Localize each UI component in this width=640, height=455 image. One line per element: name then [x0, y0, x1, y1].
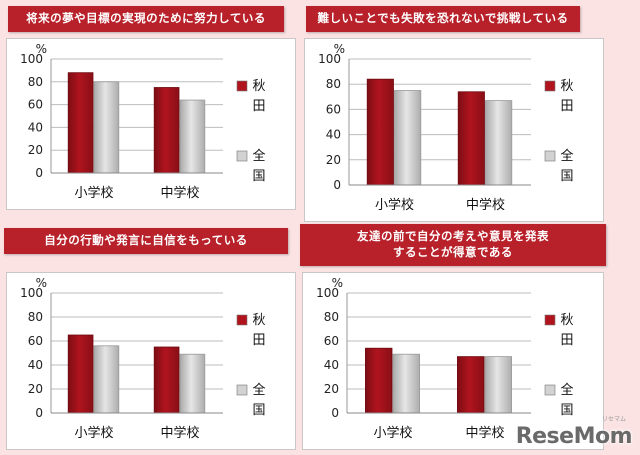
bar-national — [179, 353, 206, 414]
bar-akita — [457, 91, 485, 186]
legend-label-national: 全国 — [252, 382, 265, 418]
bar-national — [485, 100, 513, 186]
chart-title-2-text: 難しいことでも失敗を恐れないで挑戦している — [317, 11, 569, 26]
y-unit-label: % — [332, 276, 343, 290]
y-tick-label: 40 — [324, 358, 339, 372]
logo-subtext: リセマム — [601, 416, 626, 423]
legend-label-national: 全国 — [560, 148, 573, 184]
chart-panel-2: % 0 20 40 60 80 100 小学校 中学校 秋田全国 — [304, 38, 604, 222]
category-label: 中学校 — [465, 425, 504, 441]
category-label: 小学校 — [373, 425, 412, 441]
category-label: 小学校 — [375, 197, 414, 213]
legend-swatch-national — [544, 384, 556, 396]
chart-panel-1: % 0 20 40 60 80 100 小学校 中学校 秋田全国 — [6, 38, 296, 210]
category-label: 中学校 — [160, 425, 199, 441]
y-tick-label: 60 — [28, 98, 43, 112]
bar-akita — [153, 87, 180, 174]
chart-panel-3: % 0 20 40 60 80 100 小学校 中学校 秋田全国 — [6, 272, 296, 450]
y-tick-label: 0 — [331, 406, 339, 420]
bar-national — [484, 356, 513, 414]
bar-akita — [366, 78, 394, 186]
legend-label-national: 全国 — [560, 382, 573, 418]
legend-label-akita: 秋田 — [252, 79, 265, 114]
y-tick-label: 80 — [28, 310, 43, 324]
y-tick-label: 60 — [28, 334, 43, 348]
y-tick-label: 0 — [333, 178, 341, 192]
y-tick-label: 40 — [326, 128, 341, 142]
bar-national — [179, 99, 206, 174]
y-tick-label: 100 — [20, 286, 43, 300]
category-label: 小学校 — [74, 185, 113, 201]
bar-akita — [365, 347, 393, 414]
legend-swatch-national — [236, 150, 248, 162]
legend-label-akita: 秋田 — [560, 79, 573, 114]
chart-title-1: 将来の夢や目標の実現のために努力している — [8, 6, 284, 32]
resemom-logo: ReseMom — [515, 424, 633, 449]
y-tick-label: 100 — [20, 52, 43, 66]
y-tick-label: 80 — [324, 310, 339, 324]
legend-swatch-akita — [544, 80, 556, 92]
bar-national — [93, 345, 120, 414]
y-unit-label: % — [36, 42, 47, 56]
legend-swatch-national — [544, 150, 556, 162]
legend-swatch-akita — [236, 314, 248, 326]
y-tick-label: 40 — [28, 120, 43, 134]
y-tick-label: 100 — [316, 286, 339, 300]
chart-title-1-text: 将来の夢や目標の実現のために努力している — [26, 11, 266, 26]
legend-swatch-akita — [236, 80, 248, 92]
bar-akita — [67, 334, 94, 414]
category-label: 中学校 — [160, 185, 199, 201]
bar-akita — [456, 356, 485, 414]
chart-title-2: 難しいことでも失敗を恐れないで挑戦している — [306, 6, 580, 32]
bar-akita — [153, 346, 180, 414]
y-tick-label: 60 — [324, 334, 339, 348]
y-unit-label: % — [334, 42, 345, 56]
legend-label-akita: 秋田 — [252, 313, 265, 348]
y-tick-label: 20 — [28, 143, 43, 157]
chart-title-4-text: 友達の前で自分の考えや意見を発表 することが得意である — [357, 229, 549, 259]
y-tick-label: 80 — [326, 77, 341, 91]
y-tick-label: 20 — [324, 382, 339, 396]
legend-swatch-akita — [544, 314, 556, 326]
chart-panel-4: % 0 20 40 60 80 100 小学校 中学校 秋田全国 — [302, 272, 604, 450]
legend-label-akita: 秋田 — [560, 313, 573, 348]
legend-label-national: 全国 — [252, 148, 265, 184]
bar-national — [392, 353, 421, 414]
chart-title-4: 友達の前で自分の考えや意見を発表 することが得意である — [300, 224, 606, 266]
y-tick-label: 20 — [28, 382, 43, 396]
y-tick-label: 40 — [28, 358, 43, 372]
bar-akita — [67, 72, 94, 174]
category-label: 小学校 — [74, 425, 113, 441]
bar-national — [394, 90, 422, 186]
legend-swatch-national — [236, 384, 248, 396]
logo-text: ReseMom — [515, 424, 633, 449]
y-tick-label: 20 — [326, 153, 341, 167]
y-tick-label: 0 — [35, 406, 43, 420]
y-tick-label: 80 — [28, 75, 43, 89]
bar-national — [93, 81, 120, 174]
y-tick-label: 60 — [326, 102, 341, 116]
chart-title-3: 自分の行動や発言に自信をもっている — [4, 228, 288, 254]
chart-title-3-text: 自分の行動や発言に自信をもっている — [44, 233, 248, 248]
y-unit-label: % — [36, 276, 47, 290]
y-tick-label: 100 — [318, 52, 341, 66]
y-tick-label: 0 — [35, 166, 43, 180]
category-label: 中学校 — [466, 197, 505, 213]
